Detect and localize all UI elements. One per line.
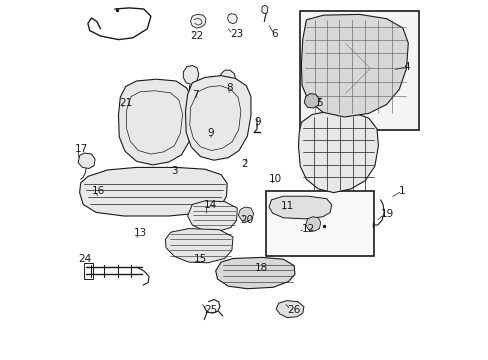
Text: 6: 6 — [271, 29, 278, 39]
Polygon shape — [118, 79, 193, 165]
Text: 1: 1 — [399, 186, 405, 196]
Text: 11: 11 — [280, 201, 293, 211]
Polygon shape — [190, 14, 205, 28]
Text: 3: 3 — [170, 166, 177, 176]
Polygon shape — [304, 94, 319, 108]
Text: 26: 26 — [287, 305, 300, 315]
Polygon shape — [298, 111, 378, 193]
Text: 16: 16 — [92, 186, 105, 196]
Text: 15: 15 — [194, 254, 207, 264]
Text: 2: 2 — [241, 159, 247, 169]
Bar — [300, 11, 418, 130]
Text: 7: 7 — [192, 90, 199, 100]
Polygon shape — [301, 14, 407, 117]
Text: 5: 5 — [316, 98, 323, 108]
Polygon shape — [183, 66, 199, 85]
Text: 20: 20 — [240, 215, 253, 225]
Text: 13: 13 — [134, 228, 147, 238]
Text: 17: 17 — [75, 144, 88, 154]
Polygon shape — [227, 14, 237, 24]
Polygon shape — [80, 167, 227, 216]
Polygon shape — [185, 76, 250, 160]
Polygon shape — [305, 217, 320, 231]
Polygon shape — [78, 153, 95, 168]
Text: 14: 14 — [204, 200, 217, 210]
Text: 23: 23 — [230, 29, 243, 39]
Text: 25: 25 — [204, 305, 217, 315]
Text: 21: 21 — [119, 98, 132, 108]
Polygon shape — [276, 301, 303, 318]
Text: 18: 18 — [255, 263, 268, 273]
Polygon shape — [165, 229, 232, 263]
Text: 8: 8 — [225, 83, 232, 93]
Polygon shape — [268, 196, 331, 219]
Text: 9: 9 — [254, 117, 261, 127]
Text: 22: 22 — [189, 31, 203, 41]
Text: 24: 24 — [78, 254, 91, 264]
Text: 4: 4 — [403, 62, 409, 72]
Bar — [265, 191, 373, 256]
Text: 12: 12 — [302, 224, 315, 234]
Polygon shape — [187, 201, 237, 231]
Text: 9: 9 — [207, 128, 214, 138]
Polygon shape — [215, 257, 294, 289]
Polygon shape — [220, 70, 235, 89]
Text: 10: 10 — [268, 174, 282, 184]
Polygon shape — [238, 207, 253, 221]
Text: 19: 19 — [381, 209, 394, 219]
Polygon shape — [261, 5, 267, 14]
